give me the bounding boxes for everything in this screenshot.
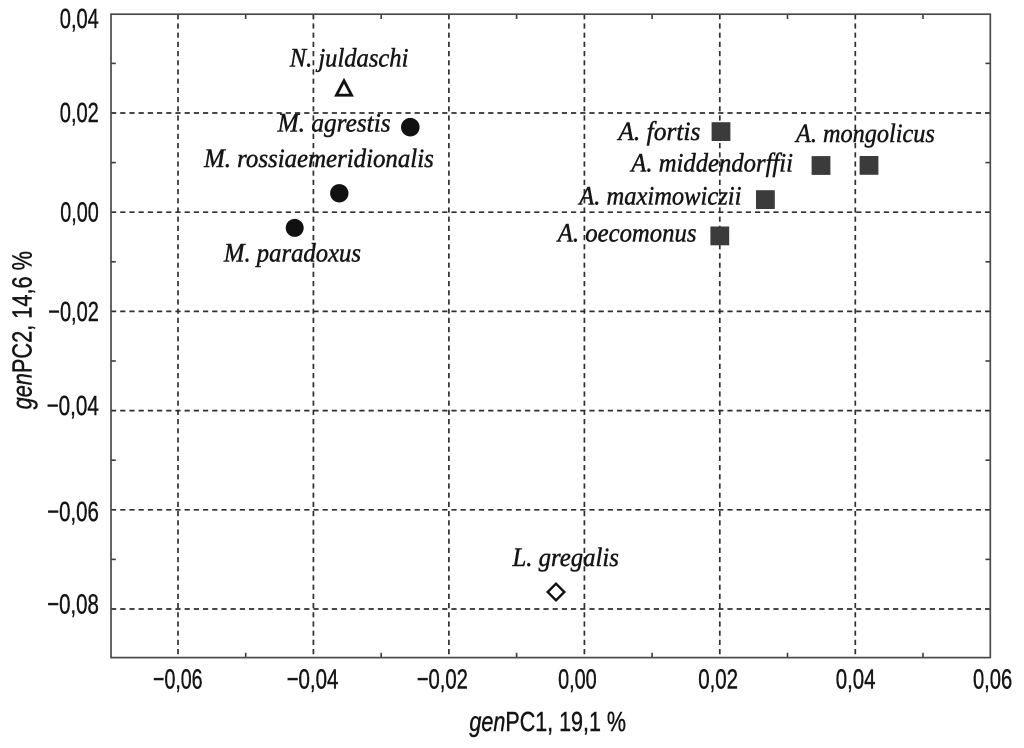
svg-text:M. rossiaemeridionalis: M. rossiaemeridionalis	[203, 144, 434, 173]
svg-text:gen: gen	[7, 373, 38, 409]
svg-text:PC1, 19,1 %: PC1, 19,1 %	[505, 706, 626, 737]
svg-text:0,04: 0,04	[60, 3, 99, 34]
svg-text:0,02: 0,02	[698, 664, 738, 695]
svg-text:−0,02: −0,02	[48, 296, 99, 327]
svg-text:gen: gen	[469, 706, 505, 737]
svg-text:−0,04: −0,04	[47, 390, 99, 421]
svg-text:A. fortis: A. fortis	[616, 117, 700, 146]
svg-text:A. maximowiczii: A. maximowiczii	[577, 182, 741, 211]
svg-text:A. oecomonus: A. oecomonus	[556, 219, 697, 248]
svg-text:−0,08: −0,08	[47, 588, 99, 619]
svg-text:0,00: 0,00	[558, 664, 597, 695]
svg-text:M. agrestis: M. agrestis	[277, 109, 391, 138]
svg-text:−0,04: −0,04	[287, 664, 339, 695]
svg-text:M. paradoxus: M. paradoxus	[223, 239, 361, 268]
svg-text:L. gregalis: L. gregalis	[512, 543, 619, 572]
svg-text:0,02: 0,02	[60, 97, 99, 128]
svg-text:0,04: 0,04	[836, 664, 876, 695]
svg-text:A. mongolicus: A. mongolicus	[794, 119, 935, 148]
svg-text:A. middendorffii: A. middendorffii	[629, 148, 793, 177]
svg-text:N. juldaschi: N. juldaschi	[289, 43, 409, 72]
svg-text:−0,06: −0,06	[47, 496, 99, 527]
svg-text:−0,06: −0,06	[153, 664, 203, 695]
svg-text:0,06: 0,06	[973, 664, 1012, 695]
svg-text:0,00: 0,00	[60, 196, 99, 227]
svg-text:−0,02: −0,02	[417, 664, 468, 695]
svg-text:PC2, 14,6 %: PC2, 14,6 %	[7, 251, 38, 373]
